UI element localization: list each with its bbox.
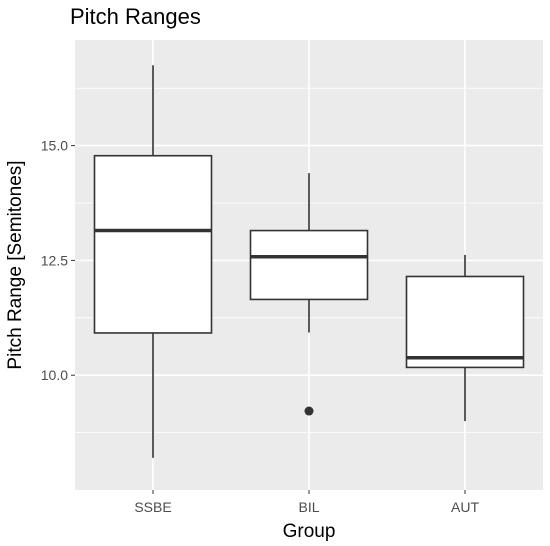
x-tick-label: SSBE xyxy=(134,499,171,515)
box-iqr xyxy=(405,275,525,369)
x-axis-label: Group xyxy=(283,521,336,542)
box-bil xyxy=(249,173,369,416)
y-axis-label: Pitch Range [Semitones] xyxy=(5,160,26,369)
chart-title: Pitch Ranges xyxy=(70,4,201,29)
box-iqr xyxy=(249,229,369,301)
axis-ticks: 10.0 12.5 15.0 SSBE BIL AUT xyxy=(41,138,480,515)
y-tick-label: 12.5 xyxy=(41,252,68,268)
outlier-point xyxy=(304,406,314,416)
x-tick-label: AUT xyxy=(451,499,479,515)
boxplots xyxy=(93,65,525,458)
box-ssbe xyxy=(93,65,213,458)
y-tick-label: 10.0 xyxy=(41,367,68,383)
y-tick-label: 15.0 xyxy=(41,138,68,154)
box-iqr xyxy=(93,154,213,334)
x-tick-label: BIL xyxy=(298,499,319,515)
box-aut xyxy=(405,254,525,422)
